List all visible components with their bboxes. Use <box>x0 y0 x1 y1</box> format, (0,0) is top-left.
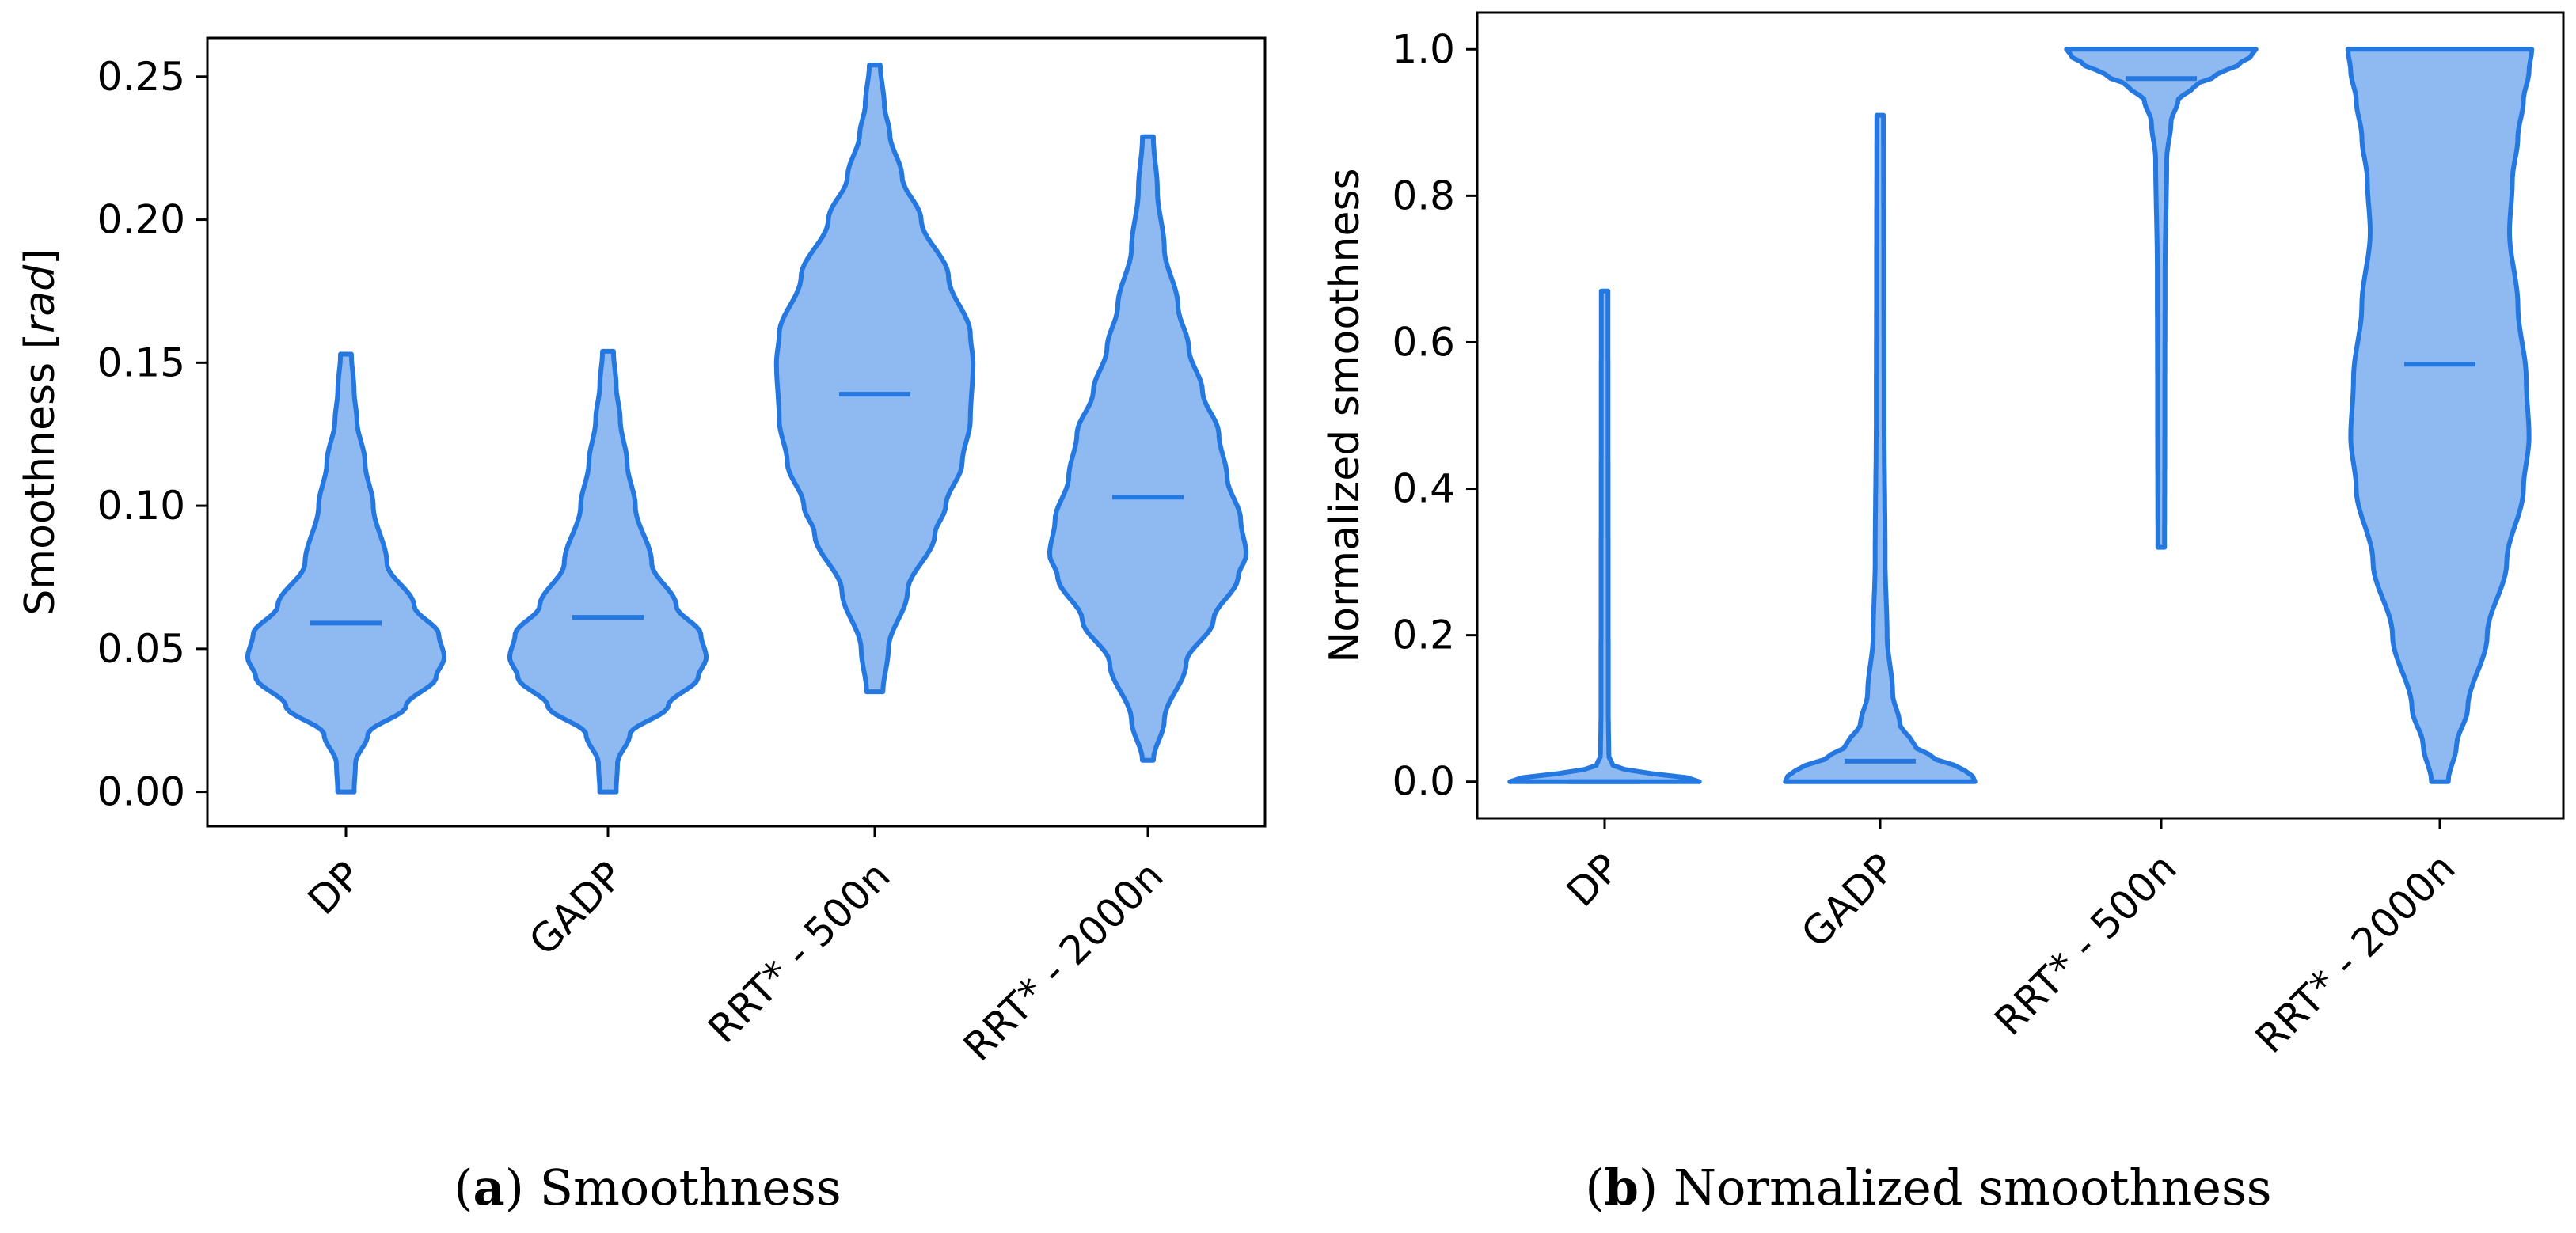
panel-b-x-tick-label: DP <box>1558 844 1629 916</box>
panel-b-violin-1 <box>1783 112 1978 784</box>
panel-a-violin-1 <box>507 348 709 795</box>
panel-a-violin-2 <box>773 63 976 695</box>
panel-a-smoothness: 0.00 0.05 0.10 0.15 0.20 0.25 DP GADP RRT* - 50… <box>17 36 1267 1216</box>
panel-a-x-tick-label: RRT* - 500n <box>700 852 899 1052</box>
panel-a-violin-0 <box>245 351 447 795</box>
panel-b-violin-2 <box>2064 47 2259 550</box>
panel-a-y-axis-label: Smoothness [rad] <box>17 248 64 615</box>
panel-b-violin-0 <box>1507 288 1702 784</box>
panel-a-violin-3 <box>1047 134 1249 763</box>
panel-b-x-tick-label: RRT* - 2000n <box>2247 844 2464 1061</box>
panel-b-y-tick-label: 0.2 <box>1392 613 1455 658</box>
panel-a-x-tick-label: DP <box>299 852 370 924</box>
panel-a-frame <box>206 36 1267 828</box>
panel-b-normalized-smoothness: 0.0 0.2 0.4 0.6 0.8 1.0 DP GADP RRT* - 500n RRT*… <box>1321 11 2565 1216</box>
panel-a-y-tick-label: 0.15 <box>97 340 185 385</box>
panel-b-violin-3 <box>2345 47 2535 784</box>
panel-b-caption: (b) Normalized smoothness <box>1585 1159 2271 1216</box>
panel-a-x-tick-label: RRT* - 2000n <box>955 852 1172 1069</box>
panel-b-y-tick-label: 0.0 <box>1392 759 1455 805</box>
panel-a-y-ticks: 0.00 0.05 0.10 0.15 0.20 0.25 <box>97 54 207 815</box>
panel-b-y-tick-label: 0.4 <box>1392 466 1455 512</box>
panel-a-y-tick-label: 0.25 <box>97 54 185 100</box>
panel-a-y-tick-label: 0.05 <box>97 626 185 672</box>
panel-a-x-tick-label: GADP <box>520 852 632 964</box>
panel-b-x-tick-label: RRT* - 500n <box>1986 844 2186 1044</box>
panel-b-y-axis-label: Normalized smoothness <box>1321 168 1369 662</box>
panel-b-y-ticks: 0.0 0.2 0.4 0.6 0.8 1.0 <box>1392 26 1477 805</box>
panel-b-frame <box>1476 11 2565 820</box>
panel-a-y-tick-label: 0.10 <box>97 483 185 529</box>
panel-b-violins <box>1507 47 2535 784</box>
panel-b-x-ticks: DP GADP RRT* - 500n RRT* - 2000n <box>1558 818 2464 1062</box>
panel-b-x-tick-label: GADP <box>1792 844 1904 956</box>
panel-a-y-tick-label: 0.20 <box>97 197 185 243</box>
panel-b-y-tick-label: 0.6 <box>1392 319 1455 365</box>
panel-a-violins <box>245 63 1249 795</box>
panel-a-x-ticks: DP GADP RRT* - 500n RRT* - 2000n <box>299 826 1172 1070</box>
panel-a-caption: (a) Smoothness <box>454 1159 841 1216</box>
panel-b-y-tick-label: 1.0 <box>1392 26 1455 72</box>
panel-a-y-tick-label: 0.00 <box>97 769 185 815</box>
panel-b-y-tick-label: 0.8 <box>1392 173 1455 218</box>
